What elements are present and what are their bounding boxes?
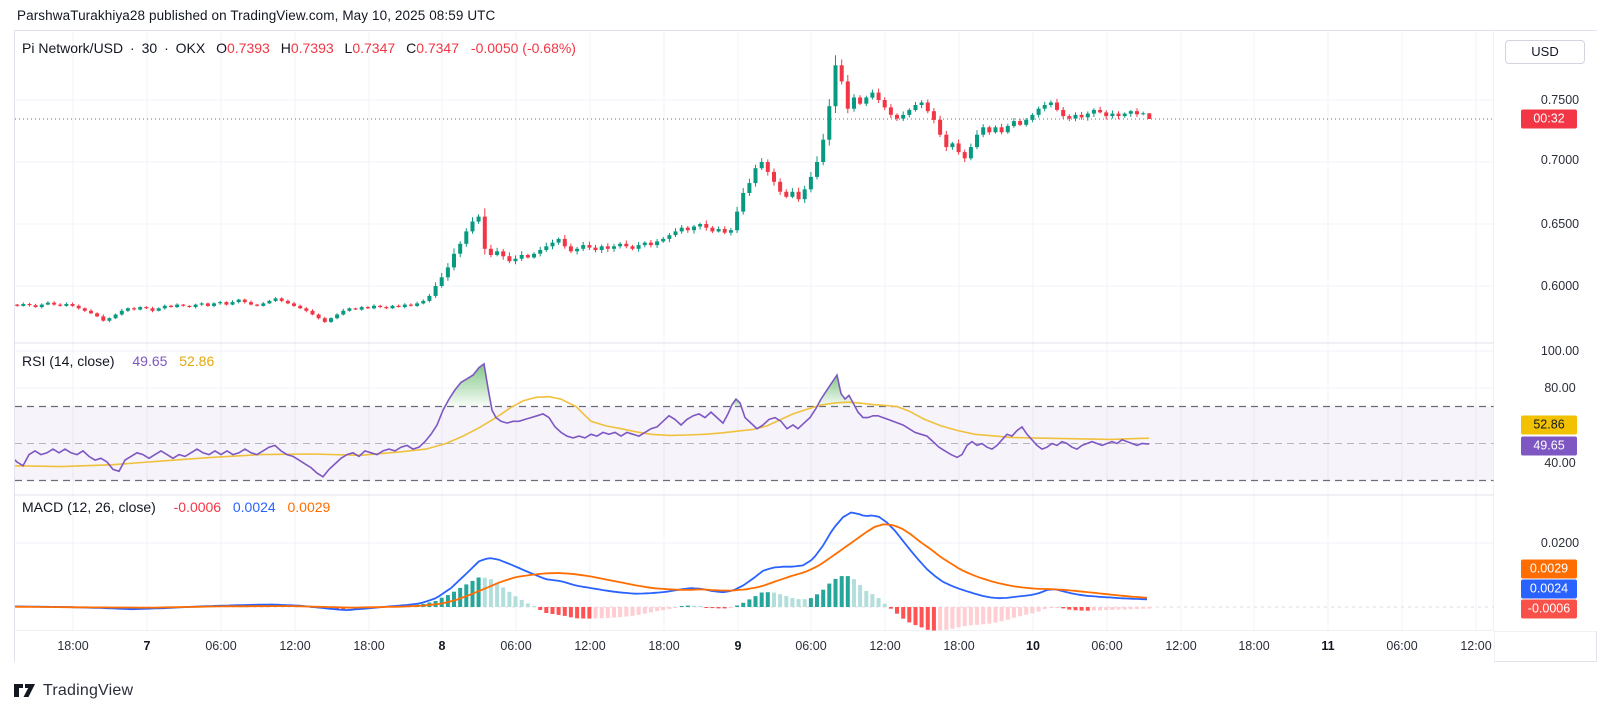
time-label-day: 9 bbox=[734, 639, 742, 653]
indicator-value-badge: -0.0006 bbox=[1521, 599, 1577, 619]
indicator-value-badge: 52.86 bbox=[1521, 415, 1577, 435]
tradingview-link[interactable]: TradingView bbox=[14, 682, 133, 700]
time-label: 18:00 bbox=[943, 639, 975, 653]
time-label-day: 7 bbox=[143, 639, 151, 653]
axis-price-label: 80.00 bbox=[1544, 381, 1576, 395]
time-label: 18:00 bbox=[648, 639, 680, 653]
rsi-legend: RSI (14, close) 49.65 52.86 bbox=[22, 353, 214, 369]
axis-price-label: 0.7500 bbox=[1540, 93, 1580, 107]
time-label: 12:00 bbox=[279, 639, 311, 653]
time-label: 12:00 bbox=[1460, 639, 1492, 653]
open-value: 0.7393 bbox=[226, 40, 270, 56]
candle-countdown-badge: 00:32 bbox=[1521, 109, 1577, 129]
close-value: 0.7347 bbox=[416, 40, 460, 56]
time-label-day: 8 bbox=[438, 639, 446, 653]
indicator-value-badge: 0.0024 bbox=[1521, 579, 1577, 599]
time-axis[interactable]: 18:00 7 06:00 12:00 18:00 8 06:00 12:00 18:00 9 06… bbox=[15, 631, 1494, 663]
time-label: 06:00 bbox=[795, 639, 827, 653]
time-label-day: 11 bbox=[1321, 639, 1335, 653]
macd-line-value: 0.0024 bbox=[232, 499, 276, 515]
time-label: 06:00 bbox=[1386, 639, 1418, 653]
tradingview-brand: TradingView bbox=[43, 682, 134, 699]
symbol-title[interactable]: Pi Network/USD bbox=[22, 40, 124, 56]
chart-canvas[interactable] bbox=[15, 31, 1596, 661]
indicator-value-badge: 49.65 bbox=[1521, 436, 1577, 456]
time-label: 18:00 bbox=[1238, 639, 1270, 653]
rsi-ma-value: 52.86 bbox=[179, 353, 215, 369]
chart-widget: Pi Network/USD · 30 · OKX O0.7393 H0.739… bbox=[14, 30, 1597, 663]
high-value: 0.7393 bbox=[290, 40, 334, 56]
high-label: H bbox=[280, 40, 291, 56]
publish-attribution: ParshwaTurakhiya28 published on TradingV… bbox=[17, 8, 496, 23]
axis-price-label: 40.00 bbox=[1544, 456, 1576, 470]
axis-price-label: 0.0200 bbox=[1540, 536, 1580, 550]
legend-separator: · bbox=[164, 40, 169, 56]
axis-price-label: 0.6000 bbox=[1540, 279, 1580, 293]
axis-price-label: 0.7000 bbox=[1540, 153, 1580, 167]
time-label: 06:00 bbox=[500, 639, 532, 653]
time-label: 18:00 bbox=[353, 639, 385, 653]
time-label: 18:00 bbox=[57, 639, 89, 653]
time-label: 12:00 bbox=[1165, 639, 1197, 653]
axis-price-label: 0.6500 bbox=[1540, 217, 1580, 231]
time-label: 06:00 bbox=[205, 639, 237, 653]
low-label: L bbox=[344, 40, 353, 56]
exchange-label[interactable]: OKX bbox=[175, 40, 206, 56]
legend-separator: · bbox=[130, 40, 135, 56]
close-label: C bbox=[406, 40, 417, 56]
macd-title[interactable]: MACD (12, 26, close) bbox=[22, 499, 156, 515]
change-value: -0.0050 (-0.68%) bbox=[470, 40, 576, 56]
axis-price-label: 100.00 bbox=[1540, 344, 1580, 358]
price-scale[interactable]: USD 0.7500 0.7000 0.6500 0.6000 100.00 80.00 4… bbox=[1494, 31, 1597, 631]
time-label: 06:00 bbox=[1091, 639, 1123, 653]
price-legend: Pi Network/USD · 30 · OKX O0.7393 H0.739… bbox=[22, 40, 576, 56]
rsi-title[interactable]: RSI (14, close) bbox=[22, 353, 115, 369]
time-label-day: 10 bbox=[1026, 639, 1040, 653]
open-label: O bbox=[216, 40, 227, 56]
macd-legend: MACD (12, 26, close) -0.0006 0.0024 0.00… bbox=[22, 499, 330, 515]
time-label: 12:00 bbox=[574, 639, 606, 653]
low-value: 0.7347 bbox=[352, 40, 396, 56]
time-label: 12:00 bbox=[869, 639, 901, 653]
tradingview-logo-icon bbox=[14, 684, 35, 697]
indicator-value-badge: 0.0029 bbox=[1521, 559, 1577, 579]
currency-button[interactable]: USD bbox=[1505, 40, 1585, 64]
interval-label[interactable]: 30 bbox=[141, 40, 158, 56]
macd-signal-value: 0.0029 bbox=[287, 499, 331, 515]
rsi-value: 49.65 bbox=[132, 353, 168, 369]
macd-hist-value: -0.0006 bbox=[173, 499, 222, 515]
